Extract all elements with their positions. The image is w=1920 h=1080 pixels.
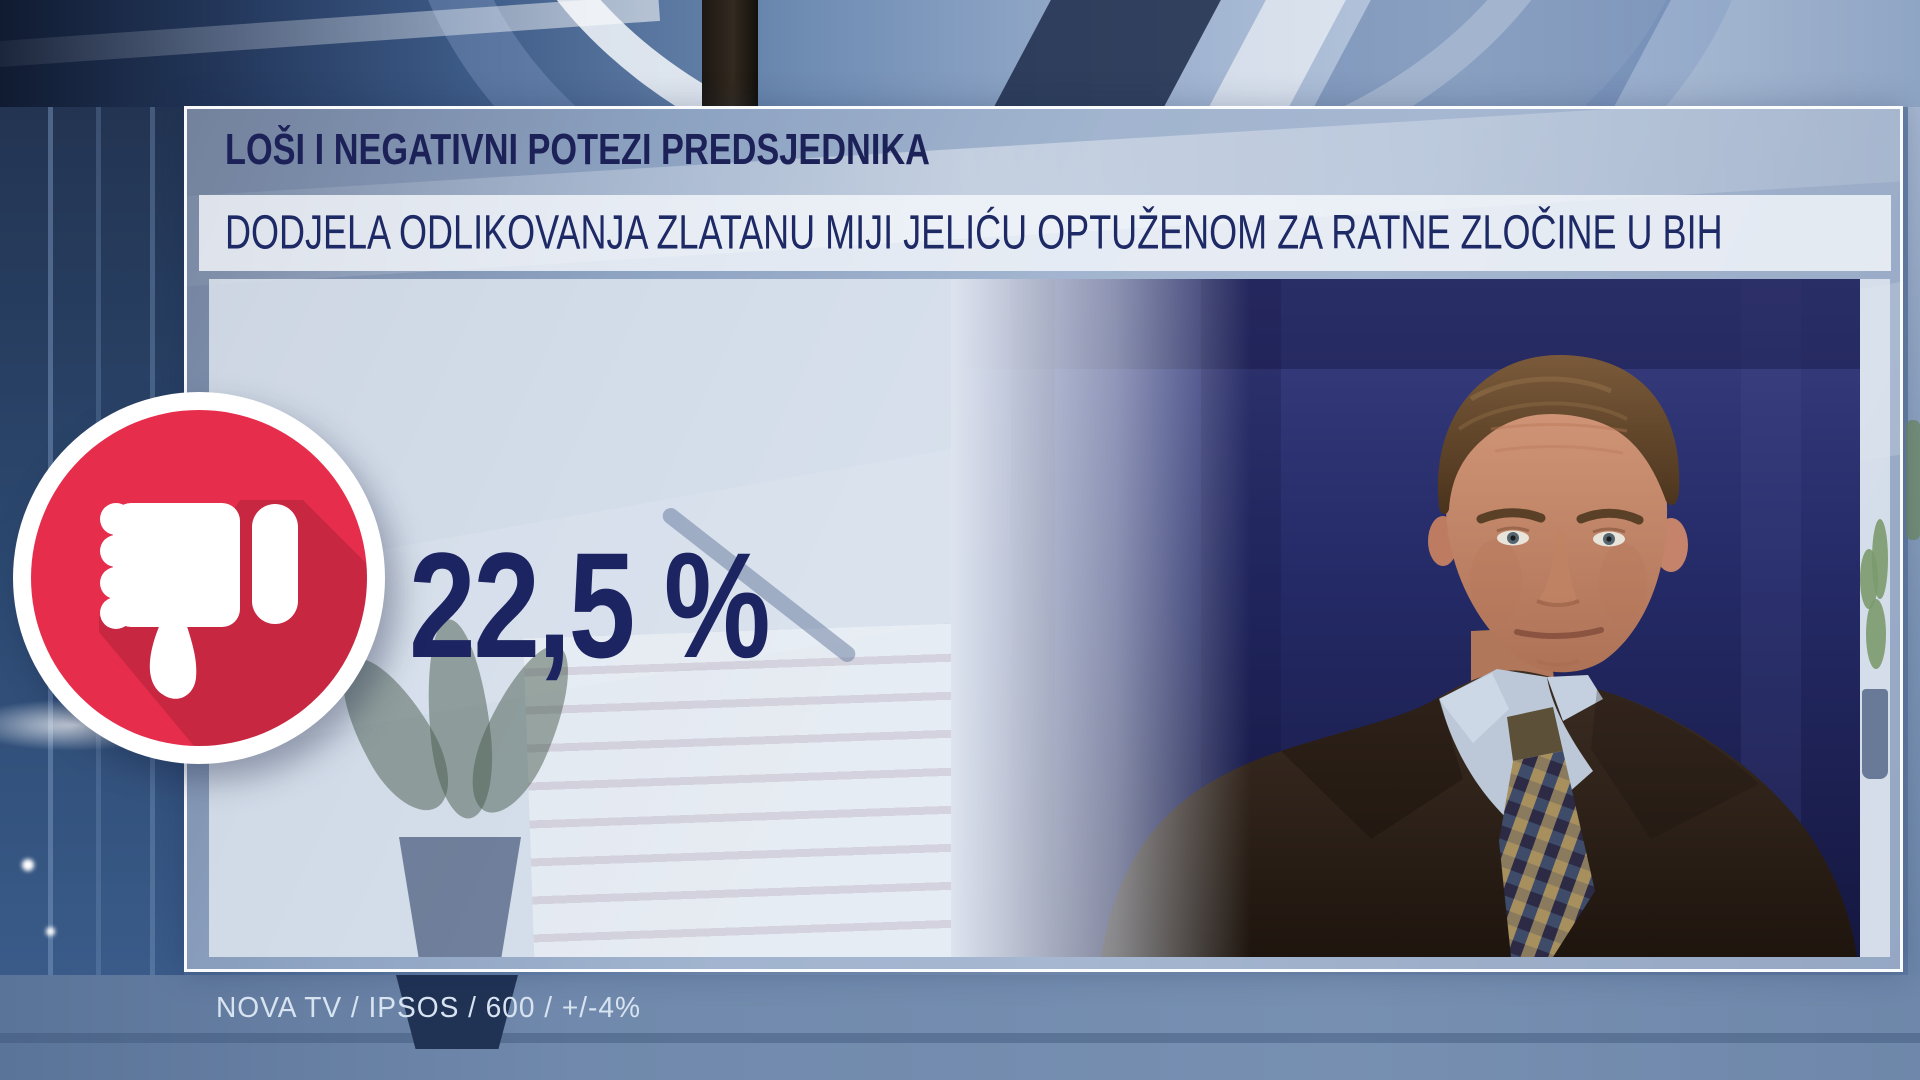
studio-light-dot [22, 859, 34, 871]
person [1101, 354, 1857, 957]
info-panel: LOŠI I NEGATIVNI POTEZI PREDSJEDNIKA DOD… [184, 106, 1903, 972]
page-title: LOŠI I NEGATIVNI POTEZI PREDSJEDNIKA [225, 125, 930, 174]
poll-source: NOVA TV / IPSOS / 600 / +/-4% [216, 992, 641, 1024]
studio-ceiling-band [0, 0, 1920, 107]
photo-edge-plant [1860, 479, 1890, 909]
plant-pot-silhouette [396, 975, 518, 1049]
studio-pole [702, 0, 758, 107]
leaf [1866, 599, 1886, 669]
studio-right-edge [1908, 107, 1920, 975]
content-area: 22,5 % [209, 279, 1890, 957]
studio-floor-band [0, 975, 1920, 1080]
poll-question: DODJELA ODLIKOVANJA ZLATANU MIJI JELIĆU … [225, 206, 1723, 260]
leaf [1872, 519, 1888, 599]
plant-pot-see-through [399, 837, 521, 957]
thumbs-down-badge [13, 392, 385, 764]
poll-value: 22,5 % [409, 521, 771, 689]
studio-light-dot [46, 927, 55, 936]
photo-left-fade [951, 279, 1251, 957]
pot [1862, 689, 1888, 779]
person-photo [951, 279, 1860, 957]
background-plant [1906, 420, 1920, 540]
floor-line [0, 1033, 1920, 1043]
thumbs-down-icon [100, 503, 298, 699]
subtitle-strip: DODJELA ODLIKOVANJA ZLATANU MIJI JELIĆU … [199, 195, 1891, 271]
